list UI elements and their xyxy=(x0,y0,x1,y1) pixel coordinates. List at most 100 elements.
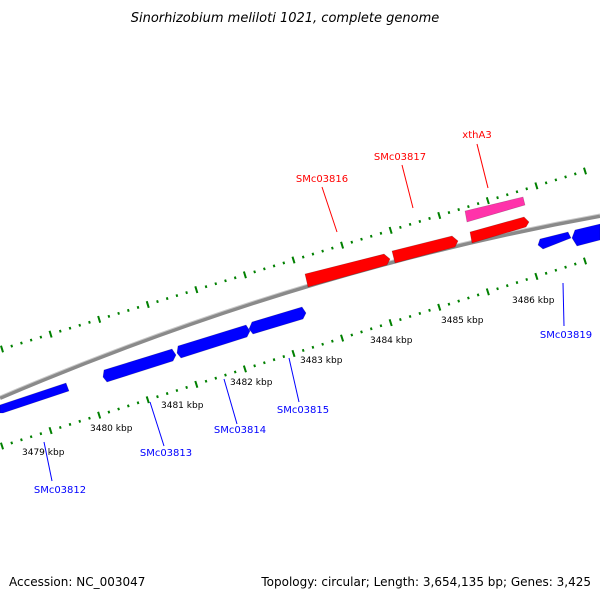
scale-label: 3483 kbp xyxy=(300,356,343,366)
minor-tick xyxy=(78,419,82,423)
minor-tick xyxy=(369,234,373,238)
minor-tick xyxy=(175,388,179,393)
major-tick xyxy=(242,271,247,279)
minor-tick xyxy=(68,326,72,330)
gene-arrow-smc03813[interactable] xyxy=(102,348,177,383)
major-tick xyxy=(145,300,150,309)
minor-tick xyxy=(369,327,373,331)
leader-line-smc03813 xyxy=(149,401,165,447)
gene-arrow-smc03812[interactable] xyxy=(0,382,70,414)
gene-track[interactable] xyxy=(0,196,600,414)
minor-tick xyxy=(224,279,227,283)
leader-line-smc03819 xyxy=(562,282,565,327)
minor-tick xyxy=(379,324,383,328)
gene-arrow-smc03816[interactable] xyxy=(469,216,530,244)
minor-tick xyxy=(428,308,431,312)
minor-tick xyxy=(185,291,188,295)
gene-arrow-smc03815[interactable] xyxy=(248,306,307,335)
minor-tick xyxy=(525,187,529,191)
minor-tick xyxy=(476,202,480,206)
leader-line-smc03815 xyxy=(288,357,300,403)
minor-tick xyxy=(117,311,120,315)
minor-tick xyxy=(515,190,519,194)
major-tick xyxy=(583,167,587,175)
major-tick xyxy=(340,334,345,342)
scale-label: 3484 kbp xyxy=(370,336,413,346)
scale-labels: 3479 kbp 3480 kbp 3481 kbp 3482 kbp 3483 kbp… xyxy=(22,296,555,458)
gene-arrow-smc03816[interactable] xyxy=(304,253,391,288)
minor-tick xyxy=(457,208,461,212)
minor-tick xyxy=(263,361,266,365)
minor-tick xyxy=(447,302,451,306)
major-tick xyxy=(388,226,393,234)
minor-tick xyxy=(399,225,402,229)
major-tick xyxy=(437,211,442,220)
gene-label-smc03816[interactable]: SMc03816 xyxy=(296,174,348,185)
minor-tick xyxy=(573,172,577,176)
major-tick xyxy=(291,256,296,264)
minor-tick xyxy=(29,435,33,439)
minor-tick xyxy=(136,305,140,310)
gene-arrow-smc03819[interactable] xyxy=(537,231,572,250)
major-tick xyxy=(388,319,393,327)
gene-label-smc03819[interactable]: SMc03819 xyxy=(540,330,592,341)
minor-tick xyxy=(301,348,305,352)
minor-tick xyxy=(408,314,412,319)
major-tick xyxy=(0,442,5,450)
minor-tick xyxy=(564,175,567,179)
minor-tick xyxy=(350,333,354,337)
gene-label-smc03815[interactable]: SMc03815 xyxy=(277,405,329,416)
major-tick xyxy=(97,411,102,419)
minor-tick xyxy=(467,205,470,209)
minor-tick xyxy=(457,299,461,303)
minor-tick xyxy=(204,285,208,289)
minor-tick xyxy=(126,404,130,408)
leader-line-xtha3 xyxy=(476,143,489,189)
minor-tick xyxy=(233,370,237,374)
minor-tick xyxy=(418,219,422,223)
major-tick xyxy=(291,349,296,358)
major-tick xyxy=(534,182,539,190)
gene-label-smc03812[interactable]: SMc03812 xyxy=(34,485,86,496)
gene-label-xtha3[interactable]: xthA3 xyxy=(462,130,491,141)
minor-tick xyxy=(214,376,218,380)
major-tick xyxy=(582,257,588,265)
minor-tick xyxy=(331,246,334,250)
major-tick xyxy=(437,303,442,311)
minor-tick xyxy=(496,287,499,291)
map-title: Sinorhizobium meliloti 1021, complete ge… xyxy=(131,11,440,26)
gene-arrow-smc03817[interactable] xyxy=(391,235,459,264)
minor-tick xyxy=(10,441,14,445)
scale-label: 3482 kbp xyxy=(230,378,273,388)
scale-label: 3480 kbp xyxy=(90,424,133,434)
leader-line-smc03816 xyxy=(321,186,338,233)
minor-tick xyxy=(544,271,548,275)
minor-tick xyxy=(350,240,354,244)
minor-tick xyxy=(107,410,111,414)
major-tick xyxy=(340,241,345,249)
gene-arrow-smc03814[interactable] xyxy=(176,324,251,359)
leader-line-smc03817 xyxy=(401,164,414,209)
minor-tick xyxy=(505,193,509,197)
minor-tick xyxy=(156,395,159,399)
minor-tick xyxy=(525,277,529,282)
minor-tick xyxy=(39,335,43,339)
major-tick xyxy=(485,288,490,296)
gene-label-smc03814[interactable]: SMc03814 xyxy=(214,425,266,436)
major-tick xyxy=(48,330,53,338)
minor-tick xyxy=(311,252,315,256)
gene-label-smc03813[interactable]: SMc03813 xyxy=(140,448,192,459)
minor-tick xyxy=(467,296,470,300)
gene-arrow-smc03819[interactable] xyxy=(571,223,600,247)
minor-tick xyxy=(544,181,548,185)
minor-tick xyxy=(224,373,227,377)
minor-tick xyxy=(58,329,62,333)
minor-tick xyxy=(204,379,208,383)
leader-line-smc03814 xyxy=(223,378,238,425)
gene-label-smc03817[interactable]: SMc03817 xyxy=(374,152,426,163)
minor-tick xyxy=(476,293,480,297)
minor-tick xyxy=(29,338,33,342)
minor-tick xyxy=(505,284,509,288)
scale-label: 3479 kbp xyxy=(22,448,65,458)
gene-arrow-xtha3[interactable] xyxy=(464,196,526,223)
